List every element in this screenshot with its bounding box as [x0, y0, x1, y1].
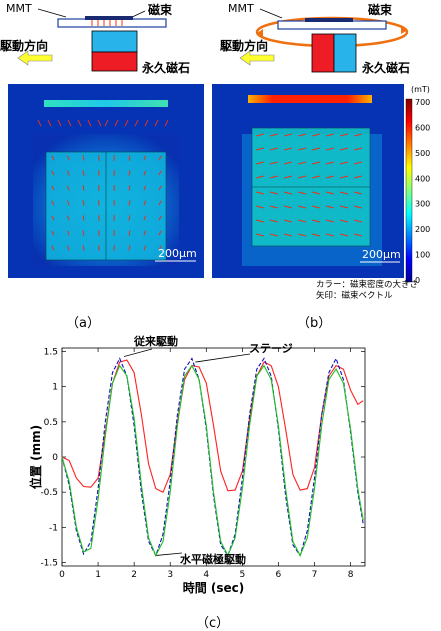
colorbar-tick-label: 500 [415, 149, 430, 158]
y-tick-label: 0.5 [44, 418, 58, 428]
scale-label: 200μm [362, 248, 401, 261]
y-tick-label: -1 [49, 523, 58, 533]
colorbar-unit: (mT) [411, 85, 430, 94]
y-tick-label: -0.5 [40, 488, 58, 498]
mmt-region [248, 95, 372, 103]
mmt-strip [305, 18, 353, 22]
x-tick-label: 2 [131, 570, 137, 580]
x-tick-label: 0 [59, 570, 65, 580]
magnet-label: 永久磁石 [141, 60, 190, 75]
permanent-magnet-top [92, 31, 137, 52]
annotation-conventional: 従来駆動 [133, 334, 178, 348]
colorbar-tick-label: 700 [415, 98, 430, 107]
x-tick-label: 4 [203, 570, 209, 580]
drive-label: 駆動方向 [0, 38, 48, 53]
y-tick-label: 1.5 [44, 348, 58, 358]
panel-label-a: （a） [66, 312, 100, 331]
magnet-diagram-b: MMT 磁束 永久磁石 駆動方向 [220, 0, 441, 80]
stage-plate [278, 21, 386, 29]
permanent-magnet-right [334, 34, 356, 72]
colorbar-tick-label: 100 [415, 251, 430, 260]
legend-notes: カラー：磁束密度の大きさ 矢印：磁束ベクトル [316, 280, 418, 302]
colorbar-tick-label: 200 [415, 225, 430, 234]
y-tick-label: 0 [52, 453, 58, 463]
note-color: カラー：磁束密度の大きさ [316, 280, 418, 291]
x-tick-label: 1 [95, 570, 101, 580]
annotation-horizontal: 水平磁極駆動 [180, 552, 246, 566]
field-simulation-a: 200μm [8, 84, 204, 278]
x-tick-label: 8 [348, 570, 354, 580]
scale-label: 200μm [158, 247, 197, 260]
colorbar-tick-label: 300 [415, 200, 430, 209]
y-tick-label: -1.5 [40, 558, 58, 568]
panel-label-b: （b） [297, 312, 331, 331]
mmt-label: MMT [228, 2, 254, 15]
x-tick-label: 7 [312, 570, 318, 580]
y-tick-label: 1 [52, 383, 58, 393]
drive-arrow-icon [18, 51, 52, 65]
permanent-magnet-bottom [92, 52, 137, 71]
x-tick-label: 5 [239, 570, 245, 580]
colorbar-tick-label: 600 [415, 123, 430, 132]
mmt-region [44, 100, 168, 107]
x-axis-label: 時間 (sec) [183, 580, 245, 595]
y-axis-label: 位置 (mm) [28, 425, 43, 489]
stage-plate [58, 19, 166, 27]
magnet-label: 永久磁石 [361, 60, 410, 75]
drive-arrow-icon [240, 51, 274, 65]
flux-label: 磁束 [147, 2, 173, 17]
mmt-strip [85, 16, 133, 20]
flux-label: 磁束 [367, 2, 393, 17]
drive-label: 駆動方向 [220, 38, 268, 53]
magnet-diagram-a: MMT 磁束 永久磁石 駆動方向 [0, 0, 220, 80]
mmt-label: MMT [6, 2, 32, 15]
field-simulation-b: 200μm [212, 84, 404, 278]
panel-label-c: （c） [196, 612, 229, 631]
annotation-stage: ステージ [249, 342, 293, 355]
position-chart: 0 1 2 3 4 5 6 7 8 1.5 1 0.5 0 -0.5 -1 -1.5 時間 (sec) 位置 (m… [0, 334, 441, 610]
plot-frame [62, 348, 365, 566]
permanent-magnet-left [312, 34, 334, 72]
x-tick-label: 3 [167, 570, 173, 580]
note-arrow: 矢印：磁束ベクトル [316, 291, 418, 302]
x-tick-label: 6 [276, 570, 282, 580]
colorbar-tick-label: 400 [415, 174, 430, 183]
